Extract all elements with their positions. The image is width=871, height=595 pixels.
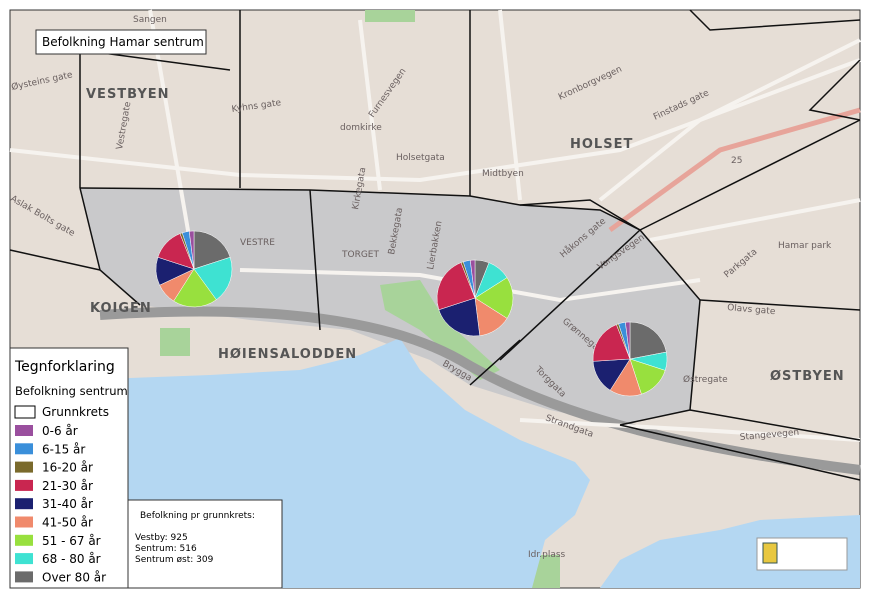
info-line: Sentrum øst: 309 — [135, 555, 214, 565]
legend-swatch — [15, 443, 33, 455]
park — [365, 10, 415, 22]
legend-swatch — [15, 498, 33, 510]
legend-label: 31-40 år — [42, 497, 93, 511]
legend-title: Tegnforklaring — [14, 359, 115, 375]
legend-label: 41-50 år — [42, 516, 93, 530]
legend-swatch — [15, 479, 33, 491]
logo-emblem — [762, 542, 778, 564]
street-label: TORGET — [341, 250, 379, 260]
legend-label: Over 80 år — [42, 570, 106, 584]
info-box — [127, 499, 283, 589]
district-label: ØSTBYEN — [770, 369, 845, 384]
legend-label: 51 - 67 år — [42, 534, 101, 548]
street-label: Olavs gate — [727, 303, 776, 317]
pie-slice — [625, 321, 631, 360]
park — [160, 328, 190, 356]
legend-swatch — [14, 405, 36, 419]
district-label: KOIGEN — [90, 301, 152, 316]
legend-swatch — [15, 534, 33, 546]
pie-slice — [193, 256, 233, 301]
pie-slice — [592, 324, 631, 362]
pie-slice — [469, 259, 476, 299]
info-line: Vestby: 925 — [135, 533, 188, 543]
legend-swatch — [15, 425, 33, 436]
legend-label: 21-30 år — [42, 479, 93, 493]
pie-chart — [155, 230, 233, 308]
title-box — [35, 29, 207, 55]
legend-subtitle: Befolkning sentrum — [15, 384, 128, 398]
pie-slice — [193, 230, 231, 270]
street-label: Holsetgata — [396, 153, 445, 163]
pie-slice — [438, 297, 481, 337]
pie-slice — [474, 277, 514, 319]
street-label: 25 — [731, 156, 742, 166]
street-label: Idr.plass — [528, 550, 566, 560]
legend-swatch — [15, 553, 33, 565]
pie-slice — [173, 268, 217, 308]
pie-slice — [188, 230, 195, 270]
street-label: Midtbyen — [482, 169, 524, 179]
legend-swatch — [15, 461, 33, 473]
legend-items: Grunnkrets 0-6 år 6-15 år 16-20 år 21-30 år 3… — [14, 405, 109, 584]
street-label: Østregate — [683, 374, 728, 385]
legend-swatch — [15, 516, 33, 528]
district-label: HOLSET — [570, 137, 633, 152]
legend-label: 16-20 år — [42, 461, 93, 475]
street-label: domkirke — [340, 123, 382, 133]
legend-label: 6-15 år — [42, 442, 85, 456]
street-label: Sangen — [133, 15, 167, 25]
legend-label: Grunnkrets — [42, 405, 109, 419]
district-label: HØIENSALODDEN — [218, 347, 357, 362]
info-line: Sentrum: 516 — [135, 544, 197, 554]
district-label: VESTBYEN — [86, 87, 170, 102]
street-label: Hamar park — [778, 241, 832, 251]
legend-label: 0-6 år — [42, 424, 78, 438]
map-title: Befolkning Hamar sentrum — [42, 35, 204, 49]
street-label: VESTRE — [240, 238, 275, 248]
pie-chart — [592, 321, 668, 397]
legend-label: 68 - 80 år — [42, 552, 101, 566]
legend-swatch — [15, 571, 33, 583]
main-road — [608, 107, 861, 233]
info-title: Befolkning pr grunnkrets: — [140, 511, 255, 521]
pie-slice — [629, 321, 667, 360]
grunnkrets-boundaries — [9, 9, 861, 481]
pie-chart — [436, 259, 514, 337]
park — [380, 280, 500, 380]
